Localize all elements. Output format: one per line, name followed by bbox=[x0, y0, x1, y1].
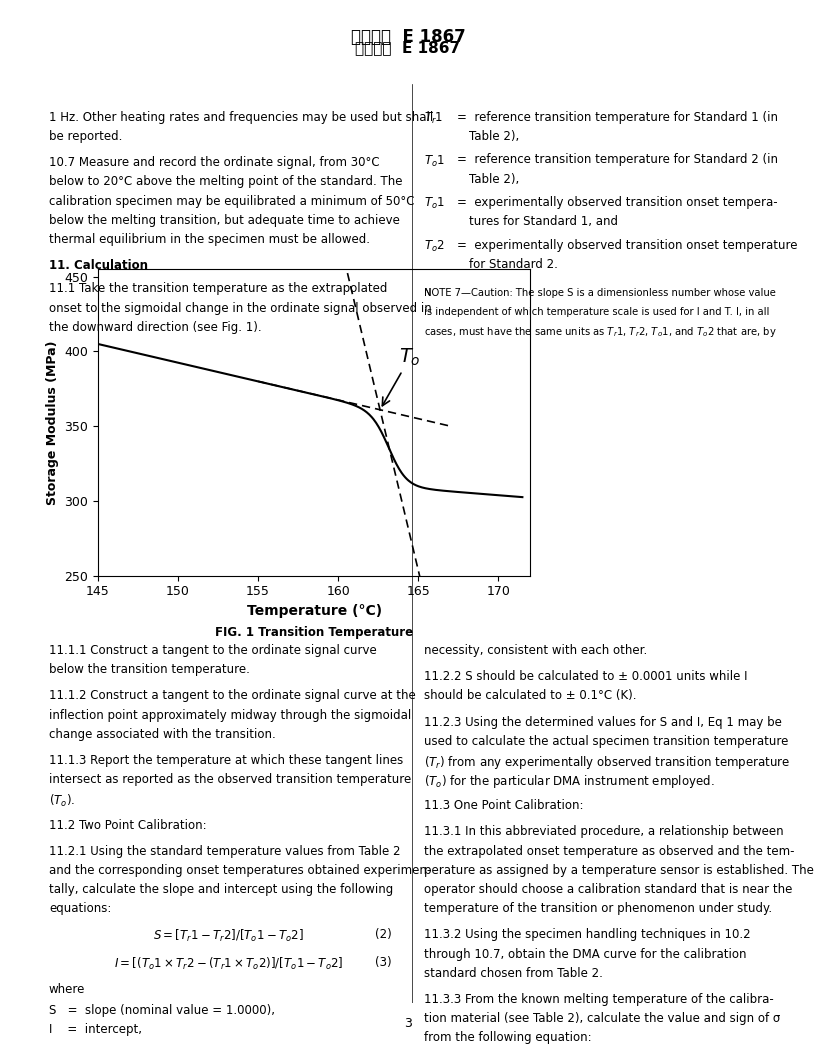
Text: =  experimentally observed transition onset temperature: = experimentally observed transition ons… bbox=[457, 239, 797, 251]
Text: 11.1.2 Construct a tangent to the ordinate signal curve at the: 11.1.2 Construct a tangent to the ordina… bbox=[49, 690, 415, 702]
Text: $T_{o}$1: $T_{o}$1 bbox=[424, 196, 446, 211]
Text: FIG. 1 Transition Temperature: FIG. 1 Transition Temperature bbox=[215, 626, 413, 639]
Text: 11.3.2 Using the specimen handling techniques in 10.2: 11.3.2 Using the specimen handling techn… bbox=[424, 928, 751, 941]
Text: and the corresponding onset temperatures obtained experimen-: and the corresponding onset temperatures… bbox=[49, 864, 431, 876]
Text: 11.2.3 Using the determined values for S and I, Eq 1 may be: 11.2.3 Using the determined values for S… bbox=[424, 716, 783, 729]
Text: $T_{o}$2: $T_{o}$2 bbox=[424, 239, 446, 253]
Text: $T_{o}$1: $T_{o}$1 bbox=[424, 153, 446, 169]
Text: below to 20°C above the melting point of the standard. The: below to 20°C above the melting point of… bbox=[49, 175, 402, 188]
Text: is independent of which temperature scale is used for I and T. I, in all: is independent of which temperature scal… bbox=[424, 306, 769, 317]
Text: temperature of the transition or phenomenon under study.: temperature of the transition or phenome… bbox=[424, 902, 773, 916]
Text: intersect as reported as the observed transition temperature: intersect as reported as the observed tr… bbox=[49, 773, 411, 787]
Text: 11.3.1 In this abbreviated procedure, a relationship between: 11.3.1 In this abbreviated procedure, a … bbox=[424, 826, 784, 838]
Text: $T_{r}$1: $T_{r}$1 bbox=[424, 111, 444, 126]
Text: $I = [(T_{o}1 \times T_{r}2 - (T_{r}1 \times T_{o}2)] / [T_{o}1 - T_{o}2]$: $I = [(T_{o}1 \times T_{r}2 - (T_{r}1 \t… bbox=[113, 956, 344, 972]
Text: 11.3 One Point Calibration:: 11.3 One Point Calibration: bbox=[424, 799, 583, 812]
Text: tures for Standard 1, and: tures for Standard 1, and bbox=[469, 215, 619, 228]
Text: ⓐⓢⓣⓜ  E 1867: ⓐⓢⓣⓜ E 1867 bbox=[356, 40, 460, 55]
Text: the extrapolated onset temperature as observed and the tem-: the extrapolated onset temperature as ob… bbox=[424, 845, 795, 857]
Text: $T_o$: $T_o$ bbox=[383, 346, 421, 406]
X-axis label: Temperature (°C): Temperature (°C) bbox=[246, 604, 382, 618]
Text: S   =  slope (nominal value = 1.0000),: S = slope (nominal value = 1.0000), bbox=[49, 1004, 275, 1017]
Text: where: where bbox=[49, 983, 86, 996]
Text: standard chosen from Table 2.: standard chosen from Table 2. bbox=[424, 966, 603, 980]
Text: calibration specimen may be equilibrated a minimum of 50°C: calibration specimen may be equilibrated… bbox=[49, 194, 415, 208]
Text: inflection point approximately midway through the sigmoidal: inflection point approximately midway th… bbox=[49, 709, 411, 721]
Text: cases, must have the same units as $T_{r}$1, $T_{r}$2, $T_{o}$1, and $T_{o}$2 th: cases, must have the same units as $T_{r… bbox=[424, 325, 777, 339]
Text: ($T_r$) from any experimentally observed transition temperature: ($T_r$) from any experimentally observed… bbox=[424, 754, 791, 771]
Text: 11.1 Take the transition temperature as the extrapolated: 11.1 Take the transition temperature as … bbox=[49, 282, 388, 296]
Text: change associated with the transition.: change associated with the transition. bbox=[49, 728, 276, 741]
Text: (3): (3) bbox=[375, 956, 392, 968]
Text: should be calculated to ± 0.1°C (K).: should be calculated to ± 0.1°C (K). bbox=[424, 690, 636, 702]
Text: ⓐⓢⓣⓜ  E 1867: ⓐⓢⓣⓜ E 1867 bbox=[351, 27, 465, 46]
Text: 11.2.2 S should be calculated to ± 0.0001 units while I: 11.2.2 S should be calculated to ± 0.000… bbox=[424, 671, 747, 683]
Text: Table 2),: Table 2), bbox=[469, 172, 520, 186]
Text: 11.3.3 From the known melting temperature of the calibra-: 11.3.3 From the known melting temperatur… bbox=[424, 993, 774, 1006]
Text: tion material (see Table 2), calculate the value and sign of σ: tion material (see Table 2), calculate t… bbox=[424, 1012, 781, 1025]
Text: =  experimentally observed transition onset tempera-: = experimentally observed transition ons… bbox=[457, 196, 778, 209]
Text: I    =  intercept,: I = intercept, bbox=[49, 1023, 142, 1036]
Text: 11.1.1 Construct a tangent to the ordinate signal curve: 11.1.1 Construct a tangent to the ordina… bbox=[49, 644, 377, 657]
Text: tally, calculate the slope and intercept using the following: tally, calculate the slope and intercept… bbox=[49, 883, 393, 897]
Text: thermal equilibrium in the specimen must be allowed.: thermal equilibrium in the specimen must… bbox=[49, 233, 370, 246]
Text: (2): (2) bbox=[375, 928, 392, 941]
Text: operator should choose a calibration standard that is near the: operator should choose a calibration sta… bbox=[424, 883, 792, 897]
Text: 1 Hz. Other heating rates and frequencies may be used but shall: 1 Hz. Other heating rates and frequencie… bbox=[49, 111, 433, 124]
Text: 11.2 Two Point Calibration:: 11.2 Two Point Calibration: bbox=[49, 818, 206, 831]
Text: Table 2),: Table 2), bbox=[469, 130, 520, 144]
Text: necessity, consistent with each other.: necessity, consistent with each other. bbox=[424, 644, 648, 657]
Text: used to calculate the actual specimen transition temperature: used to calculate the actual specimen tr… bbox=[424, 735, 789, 748]
Text: N: N bbox=[424, 288, 432, 298]
Text: 11.2.1 Using the standard temperature values from Table 2: 11.2.1 Using the standard temperature va… bbox=[49, 845, 401, 857]
Text: from the following equation:: from the following equation: bbox=[424, 1032, 592, 1044]
Text: perature as assigned by a temperature sensor is established. The: perature as assigned by a temperature se… bbox=[424, 864, 814, 876]
Text: the downward direction (see Fig. 1).: the downward direction (see Fig. 1). bbox=[49, 321, 262, 334]
Text: 10.7 Measure and record the ordinate signal, from 30°C: 10.7 Measure and record the ordinate sig… bbox=[49, 156, 379, 169]
Text: NOTE 7—Caution: The slope S is a dimensionless number whose value: NOTE 7—Caution: The slope S is a dimensi… bbox=[424, 288, 776, 298]
Text: 3: 3 bbox=[404, 1017, 412, 1030]
Text: be reported.: be reported. bbox=[49, 130, 122, 144]
Text: equations:: equations: bbox=[49, 902, 111, 916]
Text: 11. Calculation: 11. Calculation bbox=[49, 259, 148, 272]
Text: ($T_o$) for the particular DMA instrument employed.: ($T_o$) for the particular DMA instrumen… bbox=[424, 773, 715, 790]
Text: below the transition temperature.: below the transition temperature. bbox=[49, 663, 250, 677]
Text: =  reference transition temperature for Standard 2 (in: = reference transition temperature for S… bbox=[457, 153, 778, 167]
Y-axis label: Storage Modulus (MPa): Storage Modulus (MPa) bbox=[46, 340, 59, 505]
Text: 11.1.3 Report the temperature at which these tangent lines: 11.1.3 Report the temperature at which t… bbox=[49, 754, 403, 767]
Text: onset to the sigmoidal change in the ordinate signal observed in: onset to the sigmoidal change in the ord… bbox=[49, 302, 432, 315]
Text: below the melting transition, but adequate time to achieve: below the melting transition, but adequa… bbox=[49, 213, 400, 227]
Text: =  reference transition temperature for Standard 1 (in: = reference transition temperature for S… bbox=[457, 111, 778, 124]
Text: for Standard 2.: for Standard 2. bbox=[469, 258, 558, 270]
Text: through 10.7, obtain the DMA curve for the calibration: through 10.7, obtain the DMA curve for t… bbox=[424, 947, 747, 961]
Text: $S = [T_{r}1 - T_{r}2] / [T_{o}1 - T_{o}2]$: $S = [T_{r}1 - T_{r}2] / [T_{o}1 - T_{o}… bbox=[153, 928, 304, 944]
Text: ($T_o$).: ($T_o$). bbox=[49, 792, 75, 809]
